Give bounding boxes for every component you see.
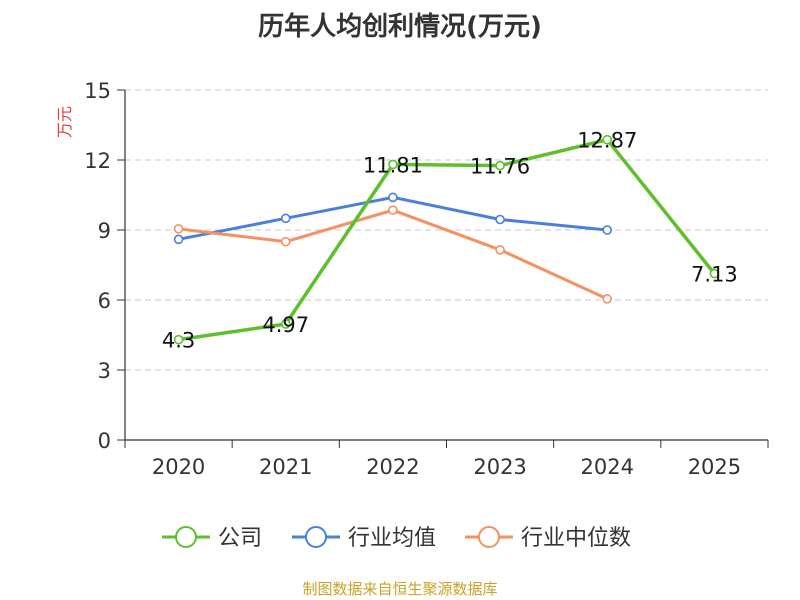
series-line-1 bbox=[178, 195, 608, 241]
data-point bbox=[602, 294, 613, 304]
data-point bbox=[602, 225, 613, 235]
data-point bbox=[173, 234, 184, 245]
legend-label: 公司 bbox=[218, 526, 262, 551]
y-tick-label: 0 bbox=[98, 429, 111, 453]
legend-label: 行业中位数 bbox=[521, 526, 631, 551]
legend-label: 行业均值 bbox=[348, 526, 436, 551]
data-point bbox=[280, 236, 291, 247]
data-point bbox=[495, 160, 505, 171]
data-point bbox=[173, 334, 184, 345]
data-label: 4.97 bbox=[262, 313, 309, 337]
data-point bbox=[388, 159, 398, 170]
x-tick-label: 2020 bbox=[152, 455, 205, 479]
data-label: 11.76 bbox=[470, 155, 530, 179]
data-point bbox=[602, 134, 613, 145]
legend-marker bbox=[305, 526, 327, 548]
x-tick-label: 2021 bbox=[259, 455, 312, 479]
x-tick-label: 2025 bbox=[688, 455, 741, 479]
data-point bbox=[280, 213, 291, 224]
y-tick-label: 9 bbox=[98, 219, 111, 243]
x-tick-label: 2022 bbox=[366, 455, 419, 479]
x-tick-label: 2024 bbox=[581, 455, 634, 479]
y-tick-label: 6 bbox=[98, 289, 111, 313]
data-point bbox=[388, 205, 398, 215]
legend-marker bbox=[175, 526, 197, 548]
data-label: 11.81 bbox=[363, 153, 423, 177]
data-point bbox=[709, 268, 720, 279]
data-point bbox=[388, 192, 398, 203]
data-point bbox=[495, 214, 505, 225]
x-tick-label: 2023 bbox=[473, 455, 526, 479]
y-axis-label: 万元 bbox=[55, 106, 74, 138]
data-label: 7.13 bbox=[691, 263, 738, 287]
data-label: 12.87 bbox=[577, 129, 637, 153]
chart-title: 历年人均创利情况(万元) bbox=[258, 12, 542, 42]
data-label: 4.3 bbox=[162, 329, 195, 353]
series-line-0 bbox=[178, 137, 716, 342]
data-point bbox=[495, 245, 505, 255]
source-footer: 制图数据来自恒生聚源数据库 bbox=[302, 580, 498, 598]
y-tick-label: 12 bbox=[84, 149, 111, 173]
legend-marker bbox=[478, 526, 500, 548]
y-tick-label: 15 bbox=[84, 79, 111, 103]
data-point bbox=[173, 224, 184, 234]
data-point bbox=[280, 319, 291, 329]
y-tick-label: 3 bbox=[98, 359, 111, 383]
